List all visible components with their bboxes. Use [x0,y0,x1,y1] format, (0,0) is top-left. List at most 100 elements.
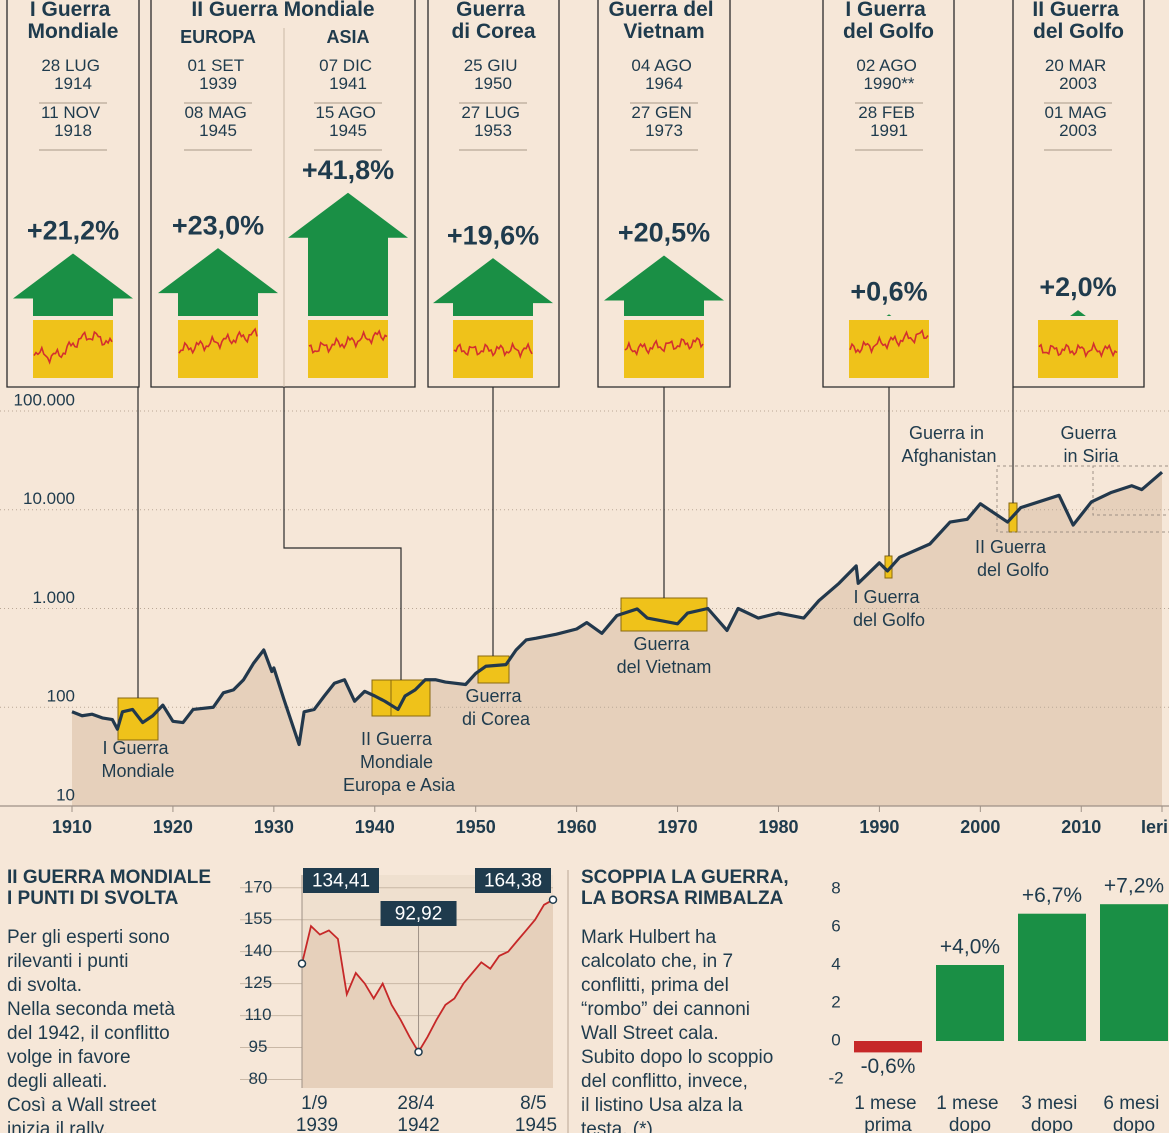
x-tick-label: 1940 [355,817,395,837]
area [72,472,1162,806]
x-tick-label: 1910 [52,817,92,837]
section-body: inizia il rally. [7,1119,108,1133]
mini-chart-line [849,328,929,355]
y-tick-label: 10.000 [23,489,75,508]
y-tick-label: 10 [56,785,75,804]
y-tick-label: 80 [249,1069,268,1088]
change-label: +20,5% [618,218,710,248]
front-name: EUROPA [180,27,256,47]
end-date: 15 AGO 1945 [315,103,380,140]
end-date: 11 NOV 1918 [41,103,105,140]
end-date: 01 MAG 2003 [1044,103,1111,140]
start-date: 28 LUG 1914 [41,56,104,93]
y-tick-label: 1.000 [32,588,75,607]
y-tick-label: 155 [244,909,272,928]
mini-chart-line [624,336,704,357]
value-label: 134,41 [312,871,370,892]
annotation: I Guerra del Golfo [853,587,925,630]
war-title: Guerra del Vietnam [609,0,720,43]
war-title: I Guerra del Golfo [843,0,934,43]
section-title: SCOPPIA LA GUERRA, LA BORSA RIMBALZA [581,867,794,909]
value-label: -0,6% [861,1055,916,1078]
value-label-box [380,901,457,926]
y-tick-label: 8 [831,878,840,897]
mini-chart-bg [308,320,388,378]
value-label: 92,92 [395,904,443,925]
connector [283,387,402,680]
mini-chart-line [33,330,113,365]
annotation: Guerra di Corea [462,686,531,729]
section-body: calcolato che, in 7 [581,951,733,972]
change-arrow [1070,310,1086,316]
panel-frame [6,0,140,388]
mini-chart-line [308,329,388,354]
change-arrow [158,248,278,316]
section-body: Subito dopo lo scoppio [581,1047,773,1068]
war-period [620,597,708,632]
x-tick-label: 1 mese dopo [936,1093,1004,1133]
section-body: Nella seconda metà [7,999,175,1020]
annotation: II Guerra del Golfo [975,537,1051,580]
war-title: II Guerra Mondiale [191,0,374,21]
mini-chart-line [1038,341,1118,359]
bar [854,1041,922,1053]
x-tick-label: 1980 [758,817,798,837]
change-label: +23,0% [172,210,264,240]
change-arrow [604,255,724,316]
end-date: 28 FEB 1991 [858,103,919,140]
section-body: “rombo” dei cannoni [581,999,750,1020]
point [297,959,307,968]
annotation: Guerra in Siria [1060,423,1121,466]
value-label: +4,0% [940,936,1000,959]
value-label: +7,2% [1104,875,1164,898]
value-label-box [475,868,551,893]
change-arrow [433,258,553,316]
panel-frame [150,0,416,388]
section-body: il listino Usa alza la [581,1095,743,1116]
mini-chart-line [453,341,533,359]
section-body: Così a Wall street [7,1095,157,1116]
x-tick-label: 1 mese prima [854,1093,922,1133]
war-title: II Guerra del Golfo [1032,0,1124,43]
annotation: I Guerra Mondiale [101,738,174,781]
war-title: Guerra di Corea [451,0,535,43]
series-line [301,899,554,1054]
value-label: 164,38 [484,871,542,892]
change-arrow [13,253,133,316]
x-tick-label: 28/4 1942 [397,1093,439,1133]
x-tick-label: 2000 [960,817,1000,837]
value-label-box [303,868,379,893]
section-body: conflitti, prima del [581,975,729,996]
section-body: del 1942, il conflitto [7,1023,170,1044]
y-tick-label: 140 [244,941,272,960]
start-date: 07 DIC 1941 [319,56,377,93]
annotation: Guerra in Afghanistan [901,423,996,466]
change-arrow [288,192,408,316]
bar [1100,904,1168,1041]
x-tick-label: 1950 [456,817,496,837]
y-tick-label: 125 [244,973,272,992]
mini-chart-bg [33,320,113,378]
section-body: di svolta. [7,975,82,996]
start-date: 02 AGO 1990** [856,56,921,93]
point [548,895,558,905]
y-tick-label: 110 [244,1005,271,1024]
change-label: +2,0% [1039,272,1116,302]
y-tick-label: 100.000 [14,390,75,409]
y-tick-label: 2 [831,992,840,1011]
start-date: 04 AGO 1964 [631,56,696,93]
change-label: +21,2% [27,216,119,246]
x-tick-label: 2010 [1061,817,1101,837]
panel-frame [1012,0,1145,388]
x-tick-label: 1970 [658,817,698,837]
x-tick-label: 1960 [557,817,597,837]
section-title: II GUERRA MONDIALE I PUNTI DI SVOLTA [7,867,216,909]
x-tick-label: 1/9 1939 [296,1093,338,1133]
end-date: 08 MAG 1945 [184,103,251,140]
x-tick-label: 8/5 1945 [515,1093,557,1133]
bar [1018,913,1086,1041]
start-date: 20 MAR 2003 [1045,56,1111,93]
war-title: I Guerra Mondiale [27,0,118,43]
